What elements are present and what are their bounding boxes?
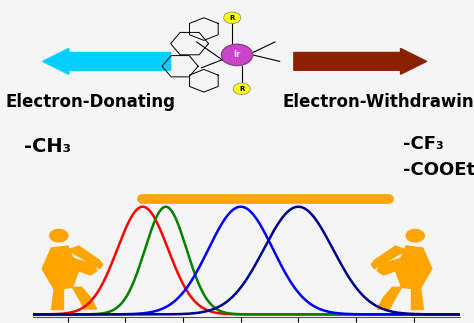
FancyArrow shape [43,48,171,74]
Polygon shape [377,254,426,275]
Polygon shape [395,246,432,289]
Polygon shape [68,246,103,269]
Polygon shape [73,287,97,309]
Text: -CF₃: -CF₃ [403,135,444,153]
Polygon shape [377,287,401,309]
FancyArrow shape [294,48,427,74]
Text: Electron-Withdrawing: Electron-Withdrawing [282,93,474,111]
Circle shape [224,12,241,24]
Circle shape [50,229,68,242]
Circle shape [221,44,253,66]
Circle shape [406,229,424,242]
Polygon shape [51,287,64,309]
Circle shape [233,83,250,95]
Text: Electron-Donating: Electron-Donating [5,93,175,111]
Text: R: R [229,15,235,21]
Text: Ir: Ir [233,50,241,59]
Polygon shape [371,246,406,269]
Text: R: R [239,86,245,92]
Polygon shape [48,254,97,275]
Polygon shape [42,246,79,289]
Text: -CH₃: -CH₃ [24,138,71,156]
Text: -COOEt: -COOEt [403,161,474,179]
Polygon shape [410,287,423,309]
